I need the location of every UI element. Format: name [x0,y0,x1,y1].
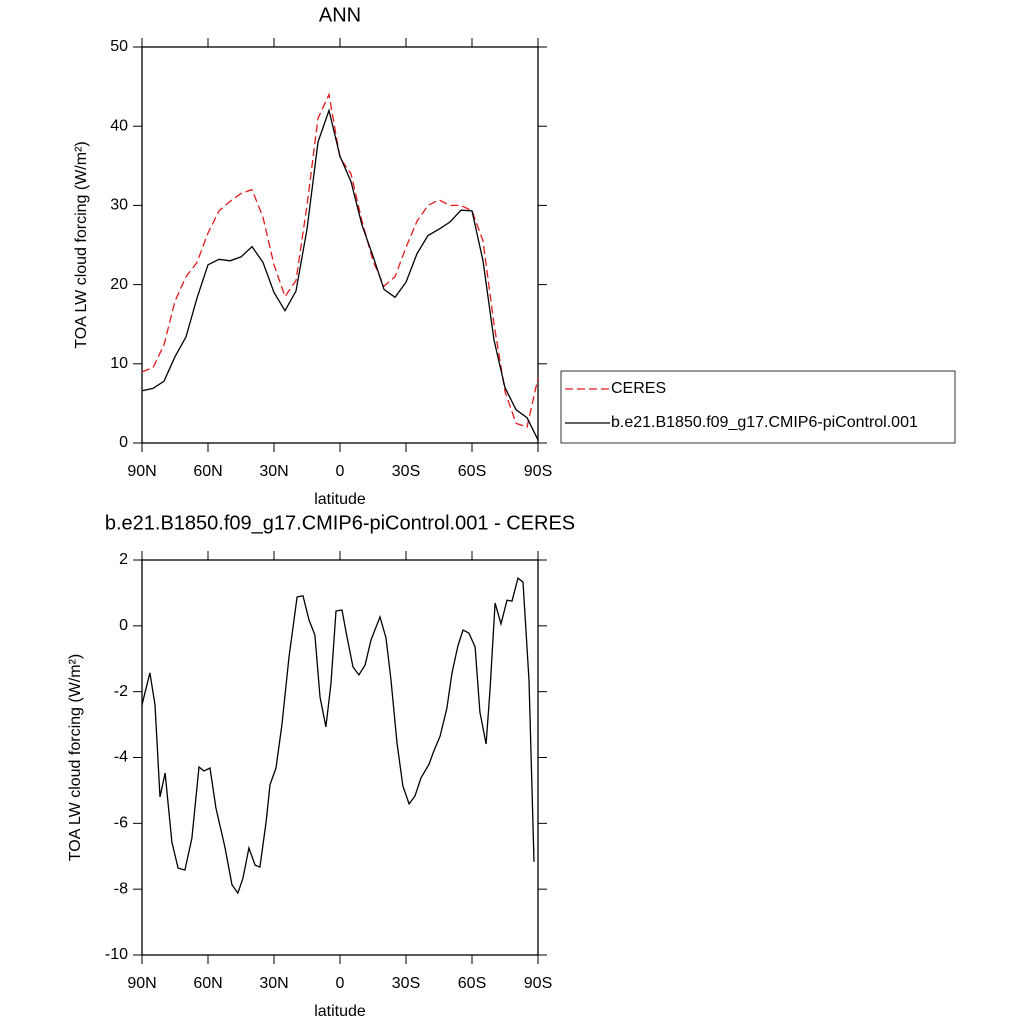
plot-frame [141,559,539,956]
y-tick-label: 0 [119,617,128,634]
y-axis-label: TOA LW cloud forcing (W/m²) [67,654,84,861]
y-tick-label: -6 [114,815,128,832]
y-tick-label: 40 [110,117,128,134]
y-tick-label: -10 [105,946,128,963]
x-tick-label: 90S [524,463,552,480]
legend-label: b.e21.B1850.f09_g17.CMIP6-piControl.001 [611,414,918,431]
x-tick-label: 30S [392,975,420,992]
data-line [141,108,539,441]
y-tick-label: 0 [119,434,128,451]
x-tick-label: 90N [127,463,156,480]
x-axis-label: latitude [314,491,366,508]
y-tick-label: -4 [114,749,128,766]
y-tick-label: -8 [114,880,128,897]
chart-title: ANN [319,4,361,26]
x-tick-label: 60S [458,975,486,992]
chart-title: b.e21.B1850.f09_g17.CMIP6-piControl.001 … [105,512,575,534]
x-tick-label: 60S [458,463,486,480]
x-axis-label: latitude [314,1003,366,1020]
y-tick-label: 30 [110,197,128,214]
x-tick-label: 30N [259,463,288,480]
y-tick-label: 10 [110,355,128,372]
x-tick-label: 90N [127,975,156,992]
x-tick-label: 30N [259,975,288,992]
legend-label: CERES [611,380,666,397]
y-tick-label: 2 [119,551,128,568]
x-tick-label: 90S [524,975,552,992]
plot-frame [141,46,539,444]
y-tick-label: -2 [114,683,128,700]
data-line [141,92,539,429]
x-tick-label: 0 [336,463,345,480]
x-tick-label: 30S [392,463,420,480]
legend-box [560,370,956,444]
x-tick-label: 60N [193,975,222,992]
y-tick-label: 20 [110,276,128,293]
y-tick-label: 50 [110,38,128,55]
x-tick-label: 0 [336,975,345,992]
y-axis-label: TOA LW cloud forcing (W/m²) [73,141,90,348]
data-line [141,576,535,895]
x-tick-label: 60N [193,463,222,480]
